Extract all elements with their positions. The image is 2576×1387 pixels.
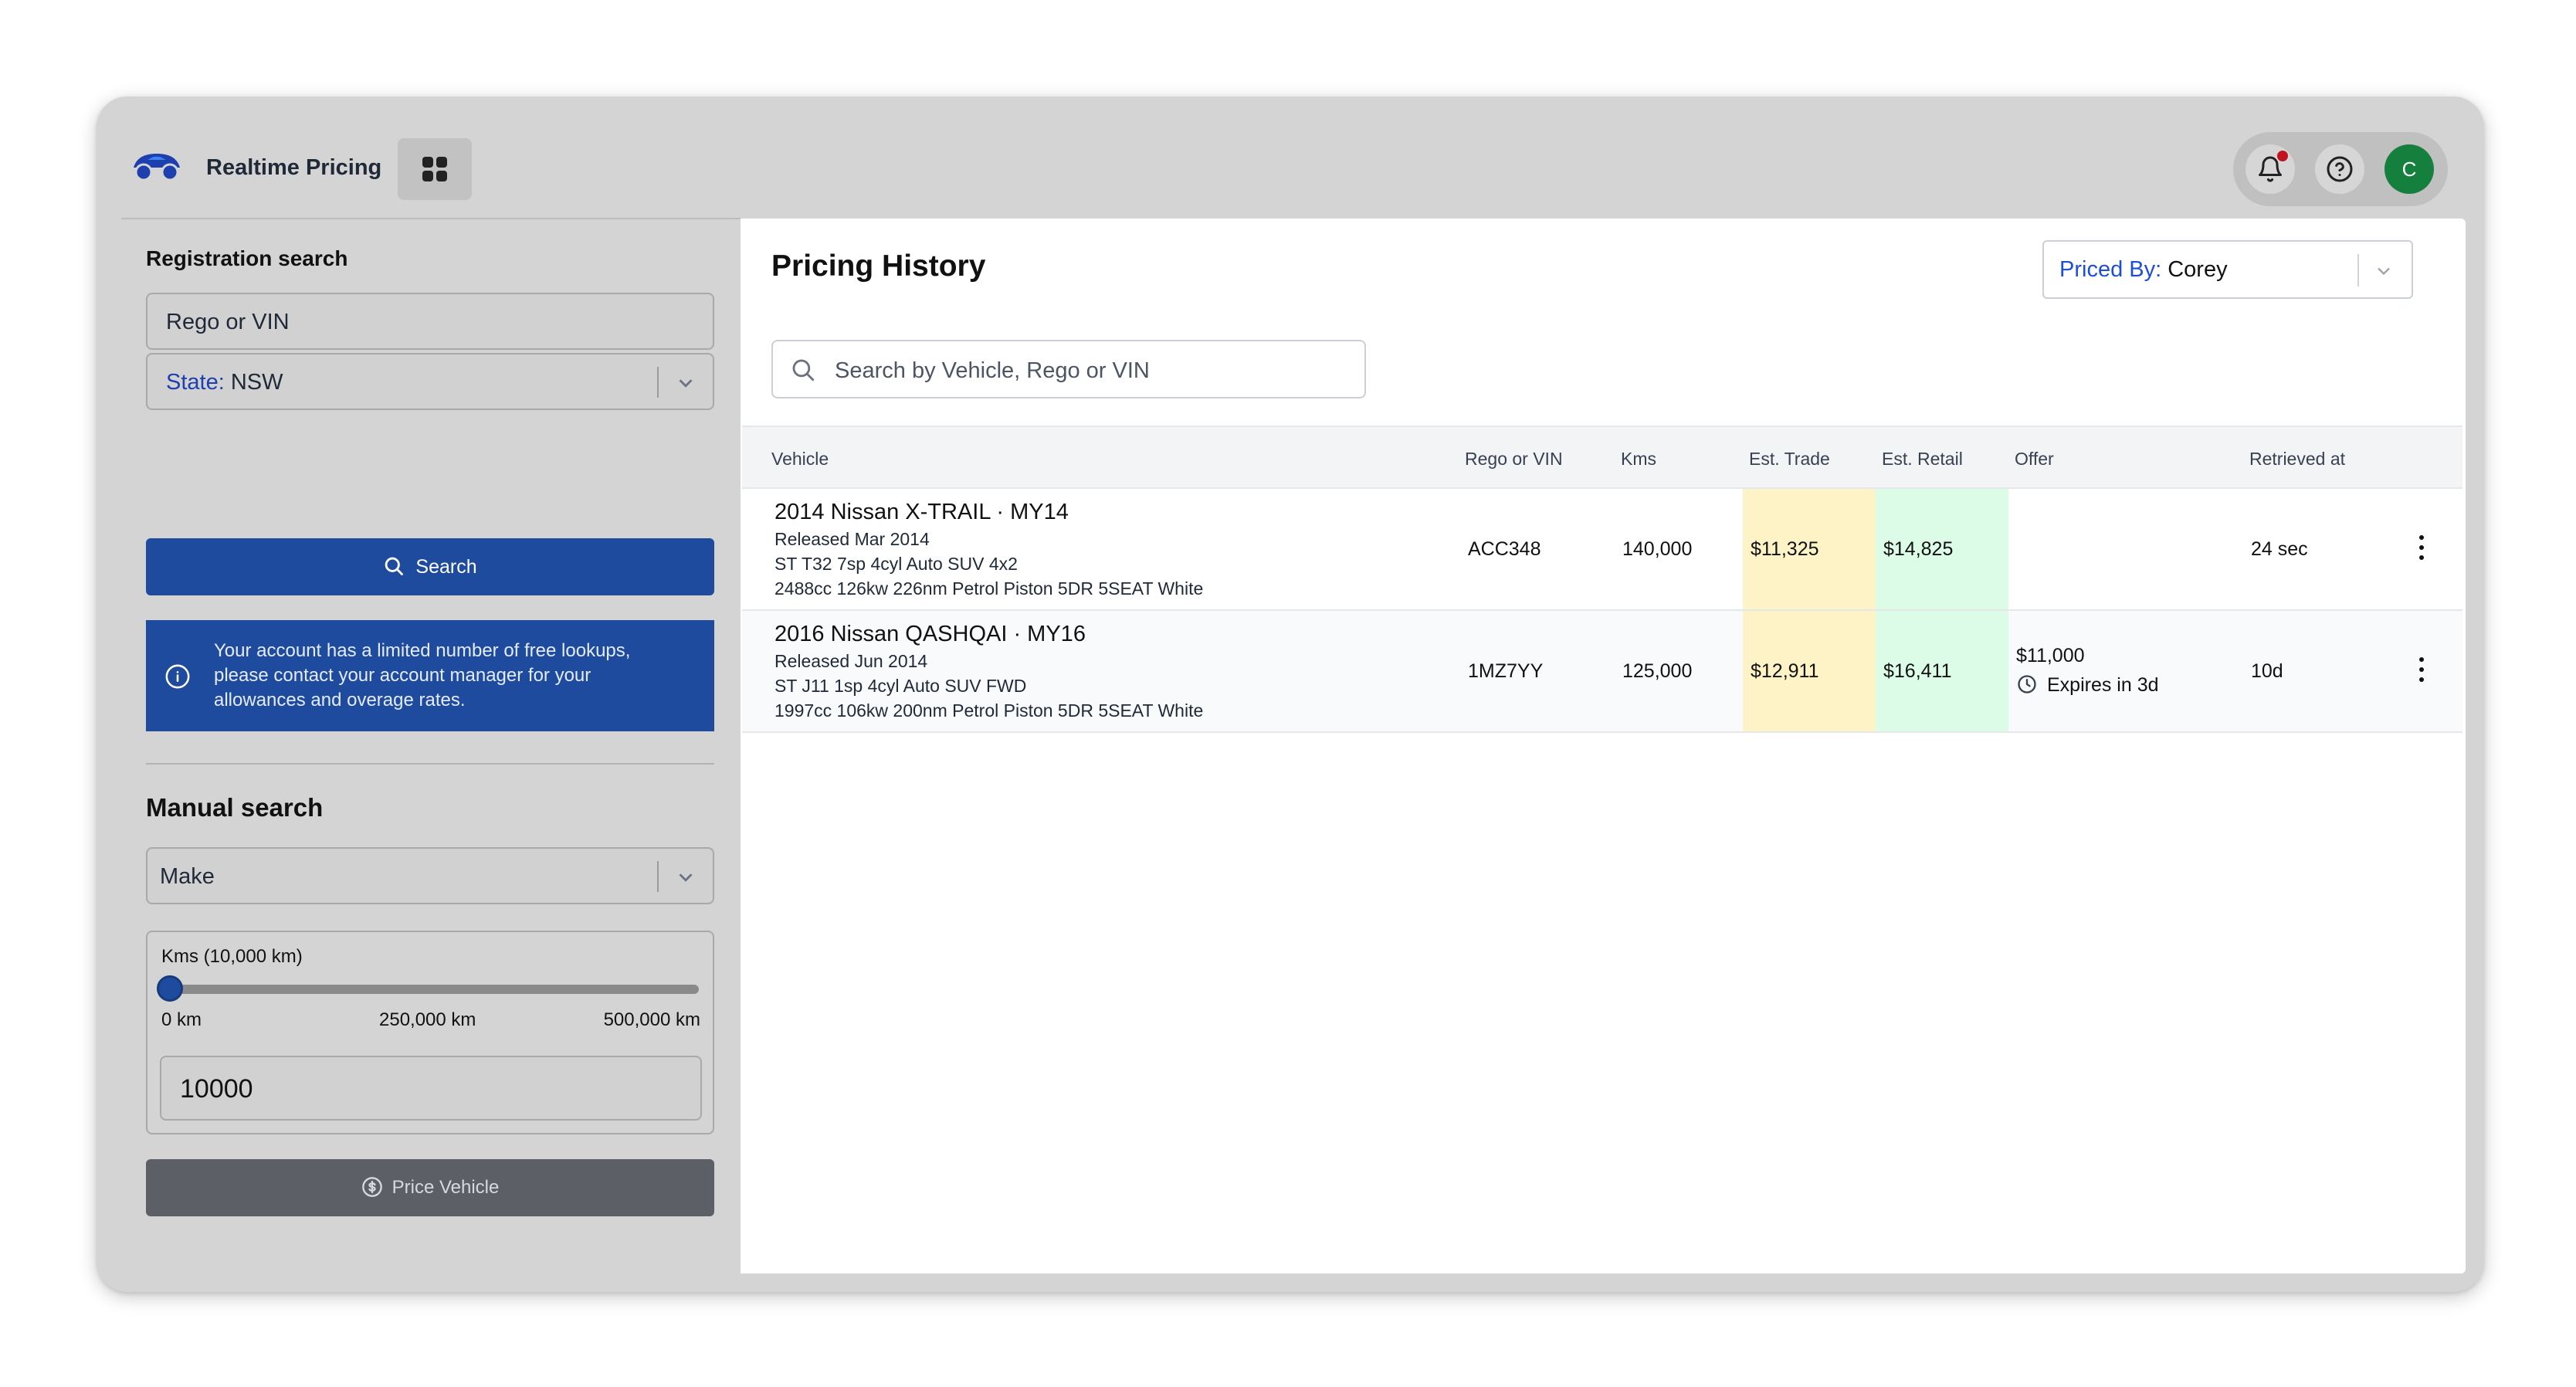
kms-input[interactable]: 10000 — [160, 1056, 702, 1121]
column-header-kms[interactable]: Kms — [1621, 449, 1656, 469]
kms-min-label: 0 km — [161, 1009, 202, 1030]
vehicle-spec: ST J11 1sp 4cyl Auto SUV FWD — [774, 676, 1027, 696]
vehicle-released: Released Jun 2014 — [774, 651, 928, 671]
retail-cell — [1876, 611, 2008, 731]
kms-slider-thumb[interactable] — [157, 975, 183, 1002]
retail-cell — [1876, 489, 2008, 609]
info-icon — [165, 664, 190, 689]
column-header-offer[interactable]: Offer — [2015, 449, 2054, 469]
rego-value: 1MZ7YY — [1468, 660, 1544, 682]
vehicle-engine: 1997cc 106kw 200nm Petrol Piston 5DR 5SE… — [774, 700, 1204, 721]
app-title: Realtime Pricing — [206, 155, 382, 180]
search-button-label: Search — [415, 556, 477, 578]
pricing-history-panel: Pricing History Priced By: Corey Search … — [741, 219, 2466, 1273]
rego-value: ACC348 — [1468, 538, 1541, 560]
make-select-placeholder: Make — [160, 864, 215, 889]
search-button[interactable]: Search — [146, 538, 714, 595]
column-header-retail[interactable]: Est. Retail — [1882, 449, 1963, 469]
vehicle-spec: ST T32 7sp 4cyl Auto SUV 4x2 — [774, 554, 1018, 574]
price-vehicle-button[interactable]: Price Vehicle — [146, 1159, 714, 1216]
retail-value: $16,411 — [1883, 660, 1952, 682]
history-search-input[interactable]: Search by Vehicle, Rego or VIN — [771, 340, 1366, 398]
retrieved-value: 24 sec — [2251, 538, 2308, 560]
sidebar-divider — [146, 763, 714, 765]
retail-value: $14,825 — [1883, 538, 1954, 560]
app-window: Realtime Pricing C — [97, 97, 2484, 1292]
history-search-placeholder: Search by Vehicle, Rego or VIN — [835, 358, 1150, 383]
offer-expiry-text: Expires in 3d — [2047, 674, 2159, 696]
row-menu-icon[interactable] — [2418, 532, 2425, 563]
kms-value: 125,000 — [1622, 660, 1693, 682]
lookup-limit-text: Your account has a limited number of fre… — [214, 640, 631, 710]
make-select[interactable]: Make — [146, 847, 714, 904]
table-header: Vehicle Rego or VIN Kms Est. Trade Est. … — [742, 426, 2462, 489]
trade-value: $11,325 — [1751, 538, 1819, 560]
notification-badge — [2277, 151, 2288, 161]
priced-by-label: Priced By: — [2059, 257, 2162, 282]
app-header: Realtime Pricing C — [97, 97, 2484, 219]
column-header-rego[interactable]: Rego or VIN — [1465, 449, 1563, 469]
vehicle-released: Released Mar 2014 — [774, 529, 930, 549]
search-icon — [792, 359, 815, 382]
state-select-label: State: — [166, 370, 225, 395]
search-icon — [385, 558, 404, 576]
table-row[interactable]: 2014 Nissan X-TRAIL · MY14 Released Mar … — [742, 489, 2462, 611]
header-actions: C — [2233, 132, 2448, 206]
kms-label: Kms (10,000 km) — [161, 946, 303, 967]
dollar-circle-icon — [361, 1176, 382, 1197]
chevron-down-icon — [679, 379, 693, 388]
chevron-down-icon — [679, 873, 693, 882]
trade-value: $12,911 — [1751, 660, 1819, 682]
page-title: Pricing History — [771, 249, 986, 283]
rego-vin-placeholder: Rego or VIN — [166, 310, 290, 334]
column-header-retrieved[interactable]: Retrieved at — [2249, 449, 2346, 469]
lookup-limit-notice: Your account has a limited number of fre… — [146, 620, 714, 731]
row-menu-icon[interactable] — [2418, 654, 2425, 685]
apps-grid-button[interactable] — [398, 138, 472, 200]
table-row[interactable]: 2016 Nissan QASHQAI · MY16 Released Jun … — [742, 611, 2462, 733]
car-logo-icon — [134, 154, 180, 181]
trade-cell — [1743, 611, 1876, 731]
vehicle-title: 2016 Nissan QASHQAI · MY16 — [774, 622, 1086, 646]
vehicle-title: 2014 Nissan X-TRAIL · MY14 — [774, 500, 1069, 524]
kms-max-label: 500,000 km — [603, 1009, 700, 1030]
offer-expiry: Expires in 3d — [2016, 674, 2159, 697]
registration-search-heading: Registration search — [146, 246, 348, 270]
header-divider — [121, 218, 741, 219]
kms-input-value: 10000 — [180, 1074, 253, 1104]
price-vehicle-label: Price Vehicle — [391, 1177, 500, 1198]
manual-search-heading: Manual search — [146, 793, 324, 822]
retrieved-value: 10d — [2251, 660, 2283, 682]
sidebar: Registration search Rego or VIN State: N… — [97, 219, 741, 1292]
state-select-value: NSW — [230, 370, 283, 395]
help-button[interactable] — [2315, 144, 2364, 194]
vehicle-engine: 2488cc 126kw 226nm Petrol Piston 5DR 5SE… — [774, 578, 1204, 599]
state-select[interactable]: State: NSW — [146, 353, 714, 410]
column-header-vehicle[interactable]: Vehicle — [771, 449, 829, 469]
trade-cell — [1743, 489, 1876, 609]
kms-value: 140,000 — [1622, 538, 1693, 560]
bell-icon — [2259, 156, 2282, 182]
kms-panel: Kms (10,000 km) 0 km 250,000 km 500,000 … — [146, 931, 714, 1134]
rego-vin-input[interactable]: Rego or VIN — [146, 293, 714, 350]
priced-by-value: Corey — [2168, 257, 2228, 282]
clock-icon — [2018, 675, 2036, 694]
user-avatar[interactable]: C — [2384, 144, 2434, 194]
notifications-button[interactable] — [2246, 144, 2295, 194]
column-header-trade[interactable]: Est. Trade — [1749, 449, 1830, 469]
help-icon — [2327, 156, 2353, 182]
chevron-down-icon — [2378, 267, 2390, 276]
offer-value: $11,000 — [2016, 645, 2085, 666]
kms-mid-label: 250,000 km — [379, 1009, 476, 1030]
kms-slider-track[interactable] — [161, 985, 699, 994]
priced-by-select[interactable]: Priced By: Corey — [2042, 240, 2413, 299]
